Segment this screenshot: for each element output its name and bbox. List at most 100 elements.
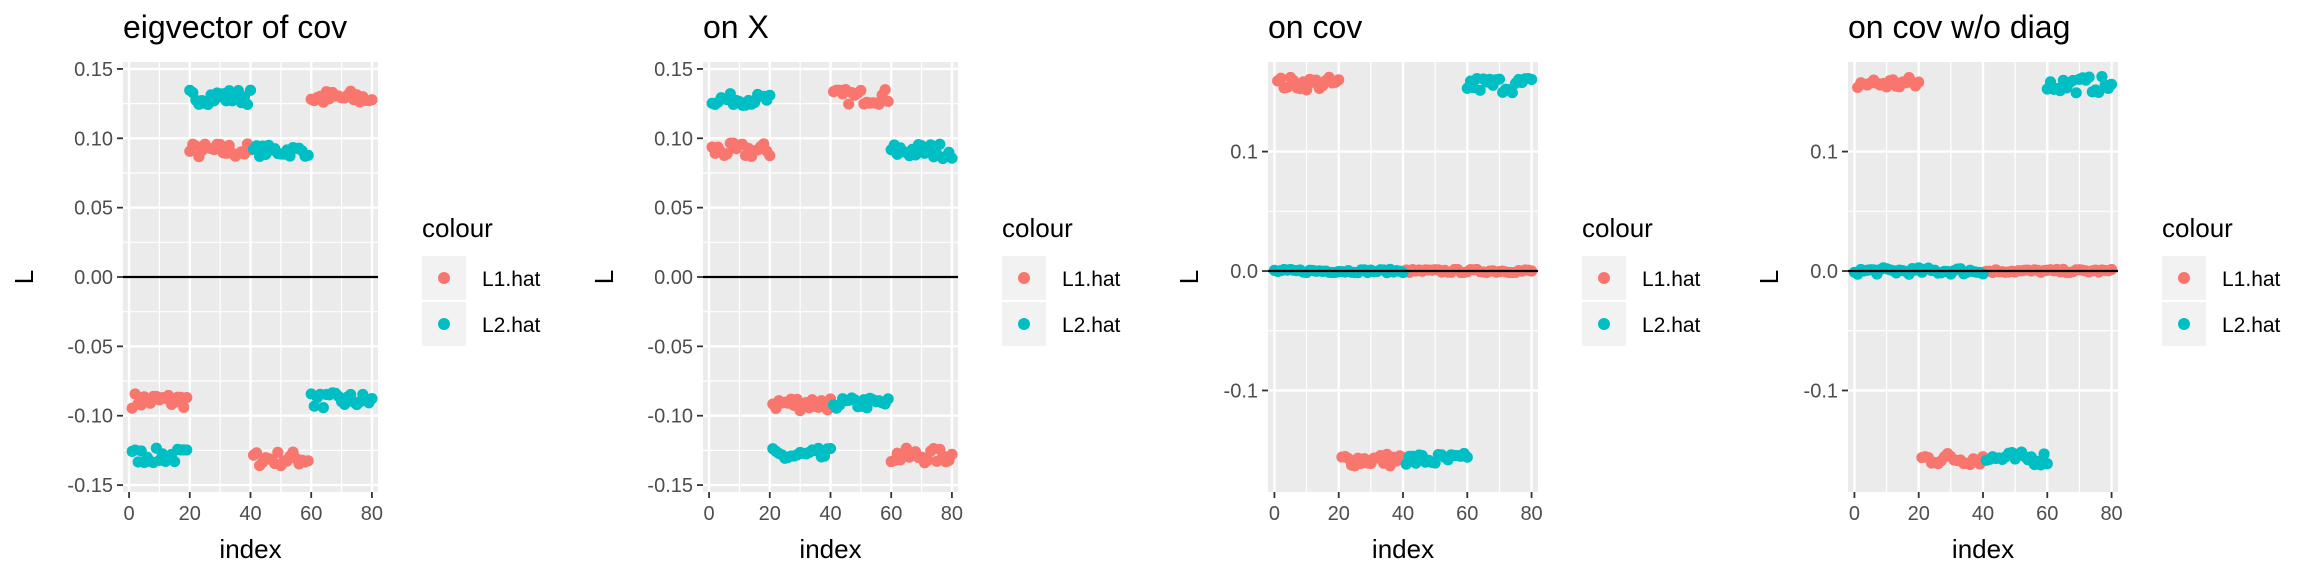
panel-4: -0.1 0.0 0.1 0 20 40 60 80 on cov w/o diag index L…: [1754, 9, 2281, 564]
data-point: [241, 98, 254, 110]
series-L2.hat: [126, 84, 378, 469]
data-point: [129, 388, 141, 400]
legend: colour L1.hat L2.hat: [1002, 213, 1121, 346]
data-point: [366, 392, 378, 405]
y-tick-label: 0.0: [1230, 261, 1258, 283]
data-point: [1429, 457, 1441, 469]
data-point: [272, 446, 284, 458]
data-point: [922, 454, 934, 466]
data-point: [181, 391, 193, 404]
legend: colour L1.hat L2.hat: [422, 213, 541, 346]
series-L1.hat: [126, 85, 378, 472]
data-point: [1397, 266, 1409, 279]
x-tick-label: 0: [1849, 503, 1860, 525]
data-point: [934, 138, 946, 150]
data-point: [812, 442, 824, 454]
y-tick-label: -0.1: [1804, 380, 1838, 402]
data-point: [946, 448, 958, 460]
data-point: [302, 149, 314, 161]
x-tick-label: 40: [239, 503, 261, 525]
y-tick-label: -0.10: [647, 406, 693, 428]
series-L2.hat: [706, 88, 958, 464]
data-point: [1474, 84, 1486, 96]
legend-label: L2.hat: [1642, 314, 1701, 337]
x-tick-label: 20: [1908, 503, 1930, 525]
data-point: [302, 455, 314, 467]
legend-label: L2.hat: [2222, 314, 2281, 337]
data-point: [1506, 87, 1518, 99]
y-tick-label: 0.05: [654, 198, 693, 220]
x-axis-label: index: [219, 534, 281, 564]
data-point: [178, 401, 190, 413]
data-point: [2096, 71, 2108, 83]
data-point: [181, 444, 193, 456]
x-tick-label: 40: [819, 503, 841, 525]
legend-label: L1.hat: [482, 268, 541, 291]
data-point: [1525, 73, 1538, 86]
chart-title: on X: [703, 9, 769, 45]
data-point: [843, 98, 855, 110]
legend-key-L1.hat: [1598, 272, 1610, 284]
data-point: [2038, 448, 2050, 460]
data-point: [909, 149, 922, 161]
panel-2: -0.15 -0.10 -0.05 0.00 0.05 0.10 0.15 0 20 40 60 80…: [589, 9, 1121, 564]
x-tick-label: 20: [1328, 503, 1350, 525]
y-tick-label: 0.00: [654, 267, 693, 289]
data-point: [244, 84, 257, 96]
y-axis-label: L: [9, 270, 39, 284]
y-tick-label: -0.15: [67, 475, 113, 497]
x-tick-label: 80: [2100, 503, 2122, 525]
data-point: [2093, 86, 2105, 99]
y-tick-label: 0.05: [74, 198, 113, 220]
x-tick-label: 40: [1972, 503, 1994, 525]
legend-key-L1.hat: [1018, 272, 1030, 284]
y-tick-label: -0.05: [647, 336, 693, 358]
legend-key-L1.hat: [2178, 272, 2190, 284]
y-tick-label: -0.15: [647, 475, 693, 497]
data-point: [250, 447, 263, 459]
data-point: [1333, 74, 1345, 86]
x-tick-label: 60: [2036, 503, 2058, 525]
data-point: [882, 393, 894, 405]
legend-title: colour: [2162, 213, 2233, 243]
panel-1: -0.15 -0.10 -0.05 0.00 0.05 0.10 0.15 0 20 40 60 80…: [9, 9, 541, 564]
x-tick-label: 0: [1269, 503, 1280, 525]
x-tick-label: 20: [179, 503, 201, 525]
data-point: [2083, 71, 2095, 83]
data-point: [946, 152, 958, 164]
data-point: [317, 402, 329, 414]
data-point: [1275, 72, 1287, 84]
data-point: [879, 84, 891, 96]
y-tick-label: -0.1: [1224, 380, 1258, 402]
data-point: [764, 89, 776, 101]
y-tick-label: 0.15: [654, 59, 693, 81]
data-point: [925, 139, 937, 151]
legend-label: L1.hat: [2222, 268, 2281, 291]
data-point: [882, 95, 894, 108]
y-axis-label: L: [589, 270, 619, 284]
data-point: [1300, 84, 1313, 96]
data-point: [721, 148, 733, 160]
data-point: [824, 442, 837, 455]
data-point: [764, 150, 776, 162]
data-point: [2070, 87, 2082, 99]
legend-key-L2.hat: [1598, 318, 1610, 330]
y-axis-label: L: [1174, 270, 1204, 284]
chart-title: eigvector of cov: [123, 9, 347, 45]
legend-label: L2.hat: [1062, 314, 1121, 337]
x-axis-label: index: [1372, 534, 1434, 564]
legend: colour L1.hat L2.hat: [1582, 213, 1701, 346]
x-tick-label: 0: [704, 503, 715, 525]
legend-title: colour: [422, 213, 493, 243]
data-point: [2041, 458, 2053, 470]
chart-title: on cov: [1268, 9, 1362, 45]
data-point: [861, 402, 873, 414]
series-L1.hat: [706, 83, 958, 469]
data-point: [308, 400, 320, 412]
chart-title: on cov w/o diag: [1848, 9, 2070, 45]
legend-label: L1.hat: [1642, 268, 1701, 291]
y-tick-label: 0.0: [1810, 261, 1838, 283]
series-L1.hat: [1852, 72, 2118, 471]
x-axis-label: index: [799, 534, 861, 564]
